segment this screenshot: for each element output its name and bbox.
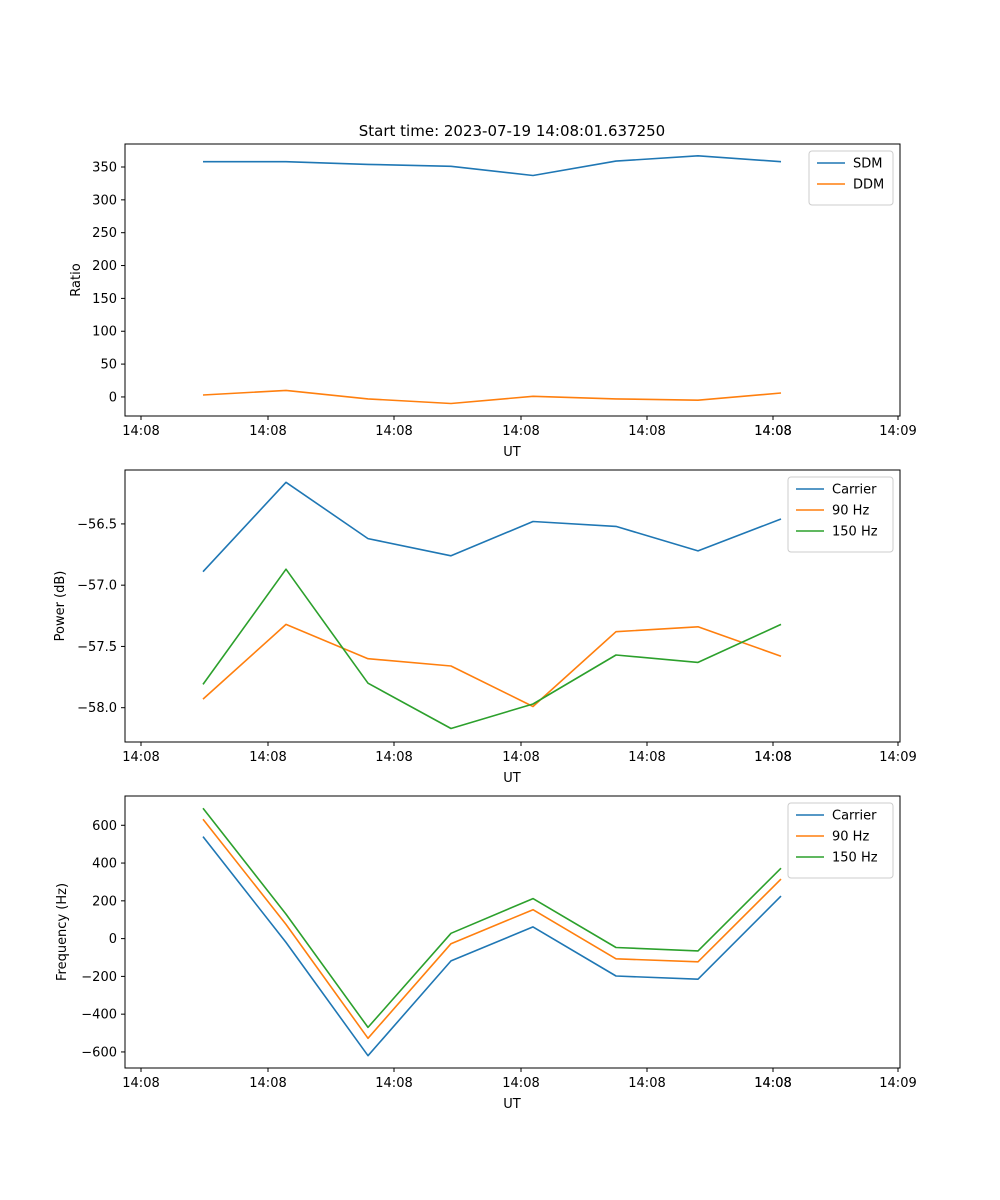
- power-y-tick-label: −57.0: [77, 579, 117, 594]
- frequency-x-tick-label: 14:09: [879, 1076, 916, 1091]
- ratio-plot-area: [124, 143, 901, 417]
- power-series-90-hz: [202, 623, 782, 708]
- frequency-series-90-hz: [202, 818, 782, 1040]
- power-series: [202, 481, 782, 730]
- power-x-tick-label: 14:09: [879, 750, 916, 765]
- ratio-series: [202, 155, 782, 405]
- ratio-x-tick-label: 14:08: [249, 424, 286, 439]
- frequency-series-carrier: [202, 836, 782, 1057]
- ratio-y-tick-label: 150: [92, 292, 117, 307]
- frequency-x-tick-label: 14:08: [375, 1076, 412, 1091]
- ratio-y-label: Ratio: [69, 263, 84, 296]
- power-y-axis: −56.5 −57.0 −57.5 −58.0: [77, 517, 125, 716]
- frequency-y-tick-label: 0: [109, 932, 117, 947]
- figure-title: Start time: 2023-07-19 14:08:01.637250: [359, 122, 665, 140]
- frequency-x-tick-label: 14:08: [249, 1076, 286, 1091]
- frequency-y-axis: 600 400 200 0 −200 −400 −600: [81, 819, 125, 1060]
- ratio-y-tick-label: 250: [92, 226, 117, 241]
- frequency-plot-area: [124, 795, 901, 1069]
- frequency-series-150-hz: [202, 807, 782, 1029]
- frequency-series: [202, 807, 782, 1057]
- frequency-y-label: Frequency (Hz): [55, 883, 70, 981]
- frequency-x-tick-label: 14:08: [628, 1076, 665, 1091]
- ratio-x-label: UT: [503, 445, 521, 460]
- power-x-tick-label: 14:08: [628, 750, 665, 765]
- power-legend-box: [787, 476, 894, 553]
- ratio-y-tick-label: 50: [100, 358, 117, 373]
- frequency-x-tick-label: 14:08: [122, 1076, 159, 1091]
- ratio-legend: SDM DDM: [808, 150, 894, 206]
- ratio-legend-label: DDM: [853, 178, 884, 193]
- frequency-legend-label: 150 Hz: [832, 851, 878, 866]
- power-x-label: UT: [503, 771, 521, 786]
- ratio-series-sdm: [203, 155, 782, 177]
- frequency-x-label: UT: [503, 1097, 521, 1112]
- ratio-y-axis: 0 50 100 150 200 250 300 350: [92, 160, 125, 405]
- frequency-x-tick-label: 14:08: [502, 1076, 539, 1091]
- power-y-tick-label: −57.5: [77, 640, 117, 655]
- frequency-y-tick-label: −200: [81, 970, 117, 985]
- power-series-carrier: [202, 481, 782, 573]
- frequency-x-tick-label: 14:08: [754, 1076, 791, 1091]
- ratio-legend-label: SDM: [853, 157, 882, 172]
- frequency-y-tick-label: −400: [81, 1008, 117, 1023]
- ratio-x-tick-label: 14:08: [754, 424, 791, 439]
- ratio-x-tick-label: 14:08: [375, 424, 412, 439]
- power-x-tick-label: 14:08: [754, 750, 791, 765]
- ratio-x-tick-label: 14:08: [628, 424, 665, 439]
- ratio-y-tick-label: 350: [92, 160, 117, 175]
- power-x-tick-label: 14:08: [754, 750, 791, 765]
- ratio-y-tick-label: 100: [92, 325, 117, 340]
- frequency-legend-label: 90 Hz: [832, 830, 869, 845]
- frequency-y-tick-label: 400: [92, 857, 117, 872]
- power-series-150-hz: [202, 568, 782, 730]
- frequency-y-tick-label: −600: [81, 1045, 117, 1060]
- frequency-legend-box: [787, 802, 894, 879]
- power-y-label: Power (dB): [53, 571, 68, 642]
- power-x-tick-label: 14:08: [375, 750, 412, 765]
- power-legend: Carrier 90 Hz 150 Hz: [787, 476, 894, 553]
- frequency-x-tick-label: 14:08: [754, 1076, 791, 1091]
- ratio-series-ddm: [202, 389, 782, 405]
- power-x-tick-label: 14:08: [122, 750, 159, 765]
- power-legend-label: 150 Hz: [832, 525, 878, 540]
- power-x-tick-label: 14:08: [502, 750, 539, 765]
- power-legend-label: Carrier: [832, 483, 877, 498]
- frequency-legend: Carrier 90 Hz 150 Hz: [787, 802, 894, 879]
- ratio-y-tick-label: 0: [109, 390, 117, 405]
- ratio-x-tick-label: 14:08: [754, 424, 791, 439]
- power-legend-label: 90 Hz: [832, 504, 869, 519]
- power-y-tick-label: −56.5: [77, 517, 117, 532]
- power-y-tick-label: −58.0: [77, 701, 117, 716]
- frequency-y-tick-label: 200: [92, 894, 117, 909]
- ratio-y-tick-label: 200: [92, 259, 117, 274]
- frequency-legend-label: Carrier: [832, 809, 877, 824]
- ratio-legend-box: [808, 150, 894, 206]
- ratio-x-tick-label: 14:08: [502, 424, 539, 439]
- power-x-tick-label: 14:08: [249, 750, 286, 765]
- ratio-x-tick-label: 14:08: [122, 424, 159, 439]
- ratio-x-tick-label: 14:09: [879, 424, 916, 439]
- ratio-y-tick-label: 300: [92, 193, 117, 208]
- frequency-y-tick-label: 600: [92, 819, 117, 834]
- power-plot-area: [124, 469, 901, 743]
